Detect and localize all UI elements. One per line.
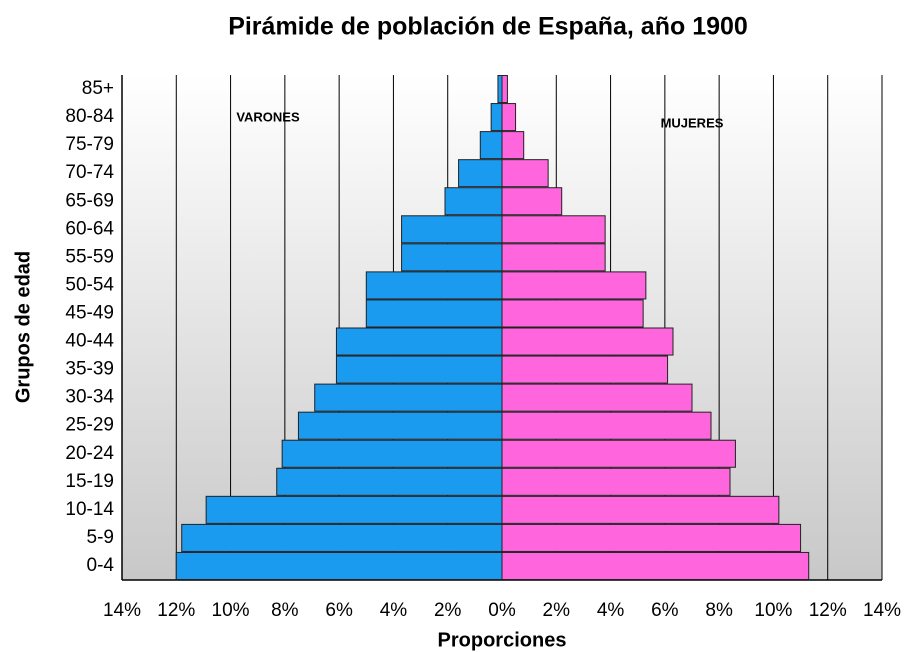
y-tick-label: 20-24 bbox=[65, 443, 114, 464]
x-tick-label: 6% bbox=[325, 600, 353, 621]
bar bbox=[501, 495, 780, 524]
x-tick-label: 10% bbox=[212, 600, 250, 621]
y-tick-label: 75-79 bbox=[65, 134, 114, 155]
x-tick-label: 2% bbox=[543, 600, 571, 621]
bar bbox=[205, 495, 503, 524]
x-tick-label: 14% bbox=[863, 600, 901, 621]
series-label: MUJERES bbox=[661, 115, 724, 130]
y-tick-label: 40-44 bbox=[65, 331, 114, 352]
bar bbox=[501, 159, 549, 188]
x-tick-label: 0% bbox=[488, 600, 516, 621]
bar bbox=[501, 551, 810, 581]
bar bbox=[501, 131, 525, 160]
bar bbox=[335, 355, 503, 384]
bar bbox=[281, 439, 503, 468]
y-tick-label: 30-34 bbox=[65, 387, 114, 408]
y-tick-label: 70-74 bbox=[65, 162, 114, 183]
x-tick-label: 2% bbox=[434, 600, 462, 621]
x-tick-label: 10% bbox=[754, 600, 792, 621]
x-tick-label: 8% bbox=[271, 600, 299, 621]
bar bbox=[501, 439, 736, 468]
y-tick-label: 85+ bbox=[82, 78, 114, 99]
y-tick-label: 35-39 bbox=[65, 359, 114, 380]
y-tick-label: 10-14 bbox=[65, 499, 114, 520]
bar bbox=[497, 75, 503, 104]
bar bbox=[401, 243, 503, 272]
bar bbox=[444, 187, 503, 216]
bar bbox=[401, 215, 503, 244]
bar bbox=[501, 243, 606, 272]
bar bbox=[297, 411, 503, 440]
x-tick-label: 12% bbox=[157, 600, 195, 621]
y-tick-label: 65-69 bbox=[65, 190, 114, 211]
y-tick-label: 5-9 bbox=[87, 527, 114, 548]
bar bbox=[501, 299, 644, 328]
y-tick-label: 0-4 bbox=[87, 555, 115, 576]
bar bbox=[501, 271, 647, 300]
x-tick-label: 14% bbox=[103, 600, 141, 621]
bar bbox=[314, 383, 503, 412]
bar bbox=[501, 411, 712, 440]
x-tick-label: 12% bbox=[809, 600, 847, 621]
bar bbox=[501, 467, 731, 496]
y-tick-label: 15-19 bbox=[65, 471, 114, 492]
bar bbox=[175, 551, 503, 581]
y-axis-label: Grupos de edad bbox=[12, 251, 34, 403]
x-axis-label: Proporciones bbox=[438, 629, 567, 651]
x-tick-label: 8% bbox=[705, 600, 733, 621]
bar bbox=[501, 523, 802, 552]
bar bbox=[181, 523, 503, 552]
y-tick-label: 25-29 bbox=[65, 415, 114, 436]
chart-title: Pirámide de población de España, año 190… bbox=[228, 13, 748, 41]
y-tick-label: 80-84 bbox=[65, 106, 114, 127]
y-tick-label: 50-54 bbox=[65, 274, 114, 295]
x-tick-label: 4% bbox=[597, 600, 625, 621]
series-label: VARONES bbox=[236, 109, 300, 124]
bar bbox=[365, 299, 503, 328]
bar bbox=[365, 271, 503, 300]
bar bbox=[501, 103, 517, 132]
bar bbox=[335, 327, 503, 356]
bar bbox=[276, 467, 503, 496]
bar bbox=[501, 327, 674, 356]
bar bbox=[458, 159, 503, 188]
y-tick-label: 60-64 bbox=[65, 218, 114, 239]
bar bbox=[490, 103, 503, 132]
y-tick-label: 45-49 bbox=[65, 302, 114, 323]
bar bbox=[501, 187, 563, 216]
bar bbox=[501, 215, 606, 244]
bar bbox=[501, 383, 693, 412]
bar bbox=[501, 75, 508, 104]
x-tick-label: 6% bbox=[651, 600, 679, 621]
x-tick-label: 4% bbox=[380, 600, 408, 621]
bar bbox=[479, 131, 503, 160]
bar bbox=[501, 355, 669, 384]
y-tick-label: 55-59 bbox=[65, 246, 114, 267]
